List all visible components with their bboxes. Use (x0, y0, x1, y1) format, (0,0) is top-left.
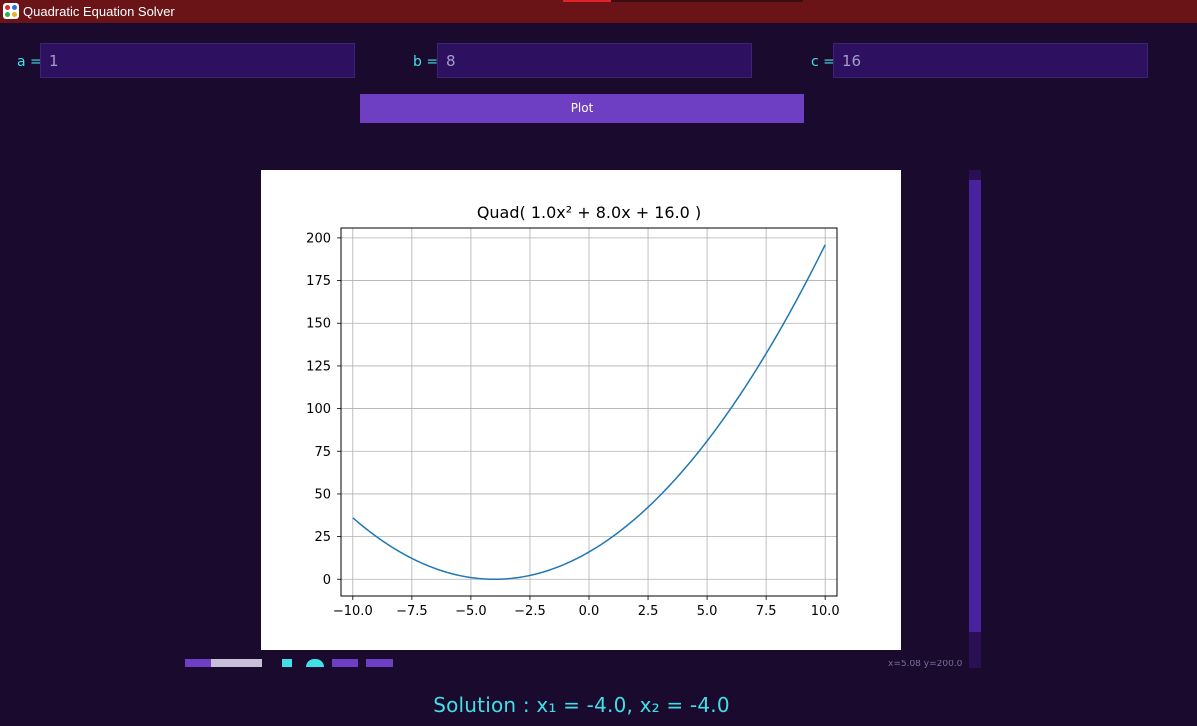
quadratic-chart: −10.0 −7.5 −5.0 −2.5 0.0 2.5 5.0 7.5 10.0 0 25 50 75… (306, 203, 840, 619)
solution-value: Solution : x₁ = -4.0, x₂ = -4.0 (433, 693, 730, 717)
solution-text: Solution : x₁ = -4.0, x₂ = -4.0 (0, 690, 1163, 720)
save-tool-icon[interactable] (366, 659, 393, 667)
configure-tool-icon[interactable] (332, 659, 358, 667)
y-tick-label: 100 (306, 402, 331, 417)
y-tick-label: 50 (314, 487, 331, 502)
pan-tool-icon[interactable] (282, 659, 292, 667)
y-tick-label: 25 (314, 530, 331, 545)
series-line (352, 244, 826, 581)
back-forward-tool-icon[interactable] (211, 659, 262, 667)
y-tick-label: 200 (306, 231, 331, 246)
home-tool-icon[interactable] (185, 659, 211, 667)
app-icon (3, 3, 19, 19)
a-label: a = (17, 54, 42, 70)
c-input[interactable] (833, 43, 1148, 78)
x-tick-label: −7.5 (396, 604, 428, 619)
x-tick-label: 7.5 (756, 604, 777, 619)
c-label: c = (811, 54, 835, 70)
plot-figure: −10.0 −7.5 −5.0 −2.5 0.0 2.5 5.0 7.5 10.0 0 25 50 75… (261, 170, 901, 650)
y-tick-label: 150 (306, 317, 331, 332)
title-bar: Quadratic Equation Solver (0, 0, 1197, 23)
y-tick-label: 125 (306, 359, 331, 374)
y-tick-label: 175 (306, 274, 331, 289)
y-tick-label: 0 (323, 573, 331, 588)
b-label: b = (413, 54, 439, 70)
window-title: Quadratic Equation Solver (23, 4, 175, 19)
y-tick-label: 75 (314, 445, 331, 460)
x-tick-label: −2.5 (514, 604, 546, 619)
b-input[interactable] (437, 43, 752, 78)
x-tick-label: 0.0 (579, 604, 600, 619)
zoom-tool-icon[interactable] (306, 659, 324, 667)
chart-title: Quad( 1.0x² + 8.0x + 16.0 ) (477, 203, 701, 222)
x-tick-label: −10.0 (333, 604, 373, 619)
x-tick-label: 2.5 (638, 604, 659, 619)
a-input[interactable] (40, 43, 355, 78)
coordinate-readout: x=5.08 y=200.0 (888, 660, 963, 668)
x-tick-label: 5.0 (697, 604, 718, 619)
x-tick-label: −5.0 (455, 604, 487, 619)
title-accent-dark (611, 0, 803, 2)
title-accent (563, 0, 611, 2)
plot-button[interactable]: Plot (360, 94, 804, 123)
scrollbar-thumb[interactable] (969, 180, 981, 632)
x-tick-label: 10.0 (811, 604, 840, 619)
